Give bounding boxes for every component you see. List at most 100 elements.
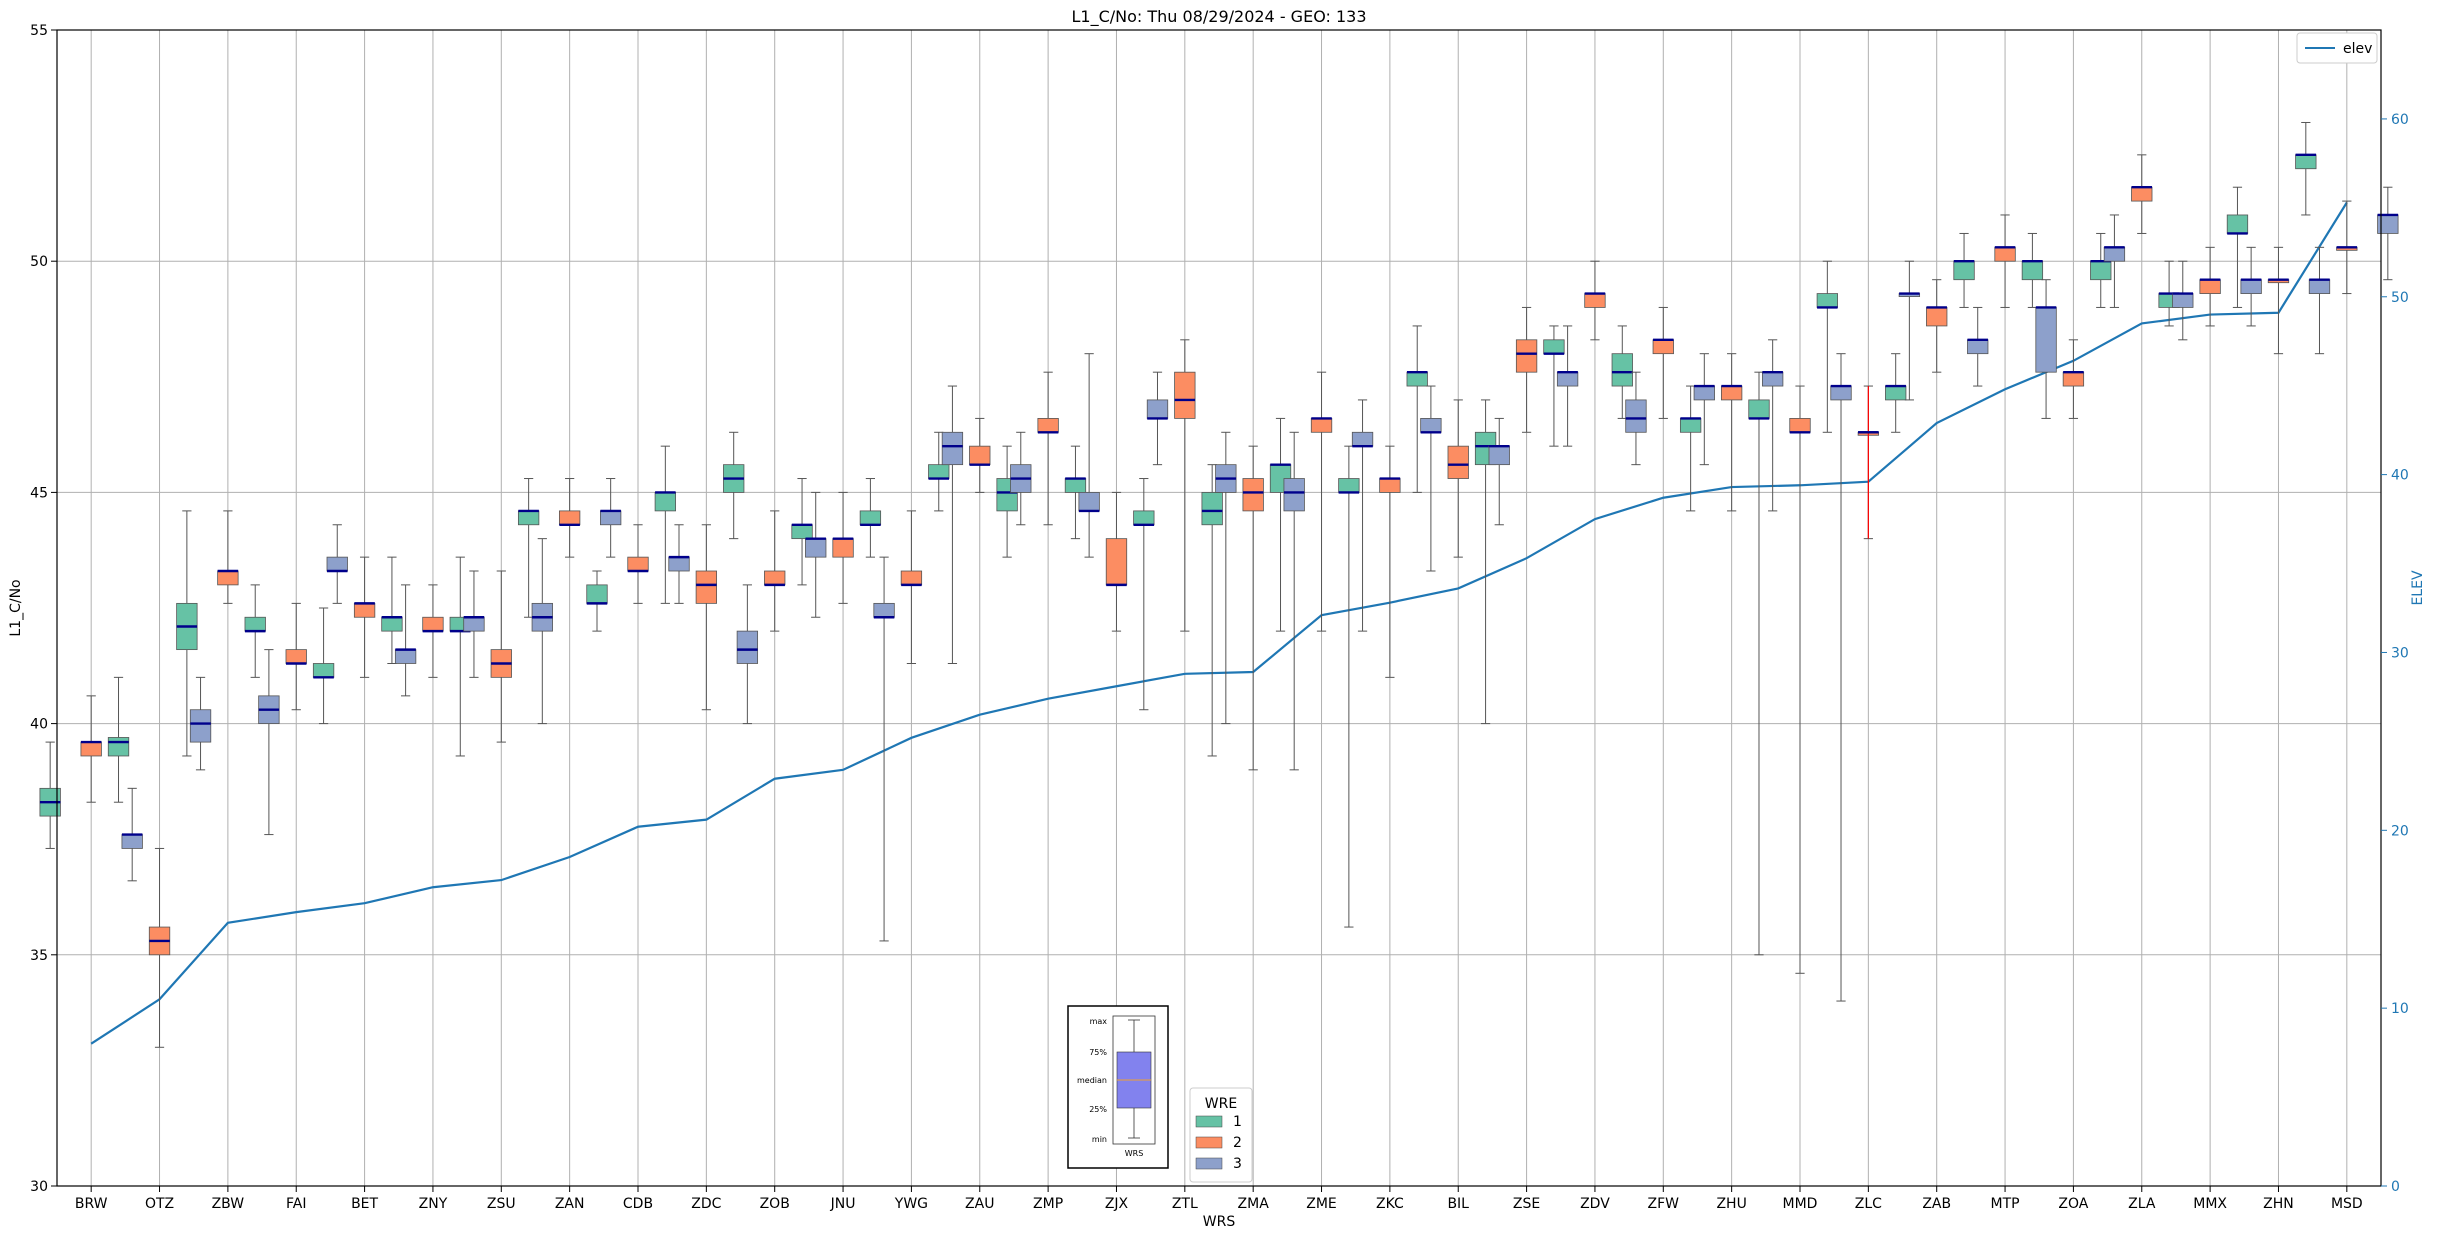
box-wre-3 — [1625, 399, 1647, 433]
wre-legend-swatch-1 — [1195, 1115, 1223, 1128]
key-label-q1: 25% — [1089, 1105, 1107, 1114]
wre-legend-swatch-2 — [1195, 1136, 1223, 1149]
box-wre-3 — [1351, 431, 1374, 447]
x-tick-label: BET — [351, 1196, 378, 1212]
x-tick-label: OTZ — [145, 1196, 174, 1212]
x-tick-label: ZME — [1306, 1196, 1337, 1212]
x-tick-label: JNU — [830, 1196, 856, 1212]
box-wre-2 — [969, 445, 991, 466]
y-axis-label: L1_C/No — [8, 579, 24, 636]
box-wre-1 — [107, 737, 130, 757]
box-wre-1 — [244, 616, 266, 632]
box-wre-1 — [859, 510, 882, 526]
box-wre-2 — [1515, 339, 1538, 373]
box-wre-1 — [2021, 260, 2044, 281]
box-wre-1 — [1543, 339, 1565, 355]
x-tick-label: ZTL — [1172, 1196, 1198, 1212]
box-wre-3 — [1146, 399, 1169, 419]
box-wre-1 — [1406, 371, 1428, 387]
x-tick-label: MMX — [2193, 1196, 2227, 1212]
y-tick-label: 40 — [30, 717, 48, 733]
box-wre-1 — [654, 491, 676, 512]
x-tick-label: ZNY — [419, 1196, 448, 1212]
box-wre-2 — [217, 570, 239, 586]
x-tick-label: MTP — [1991, 1196, 2020, 1212]
box-wre-3 — [805, 538, 827, 558]
y-tick-label: 30 — [30, 1179, 48, 1195]
key-label-median: median — [1077, 1076, 1107, 1085]
box-wre-3 — [1556, 371, 1579, 387]
x-tick-label: ZBW — [212, 1196, 245, 1212]
box-wre-3 — [736, 630, 759, 664]
box-wre-3 — [941, 431, 964, 466]
box-wre-1 — [2226, 214, 2249, 234]
boxplot-key-inset: max 75% median 25% min WRS — [1067, 1005, 1169, 1169]
x-tick-label: ZSU — [487, 1196, 516, 1212]
box-wre-2 — [1379, 478, 1401, 493]
box-wre-3 — [2172, 293, 2194, 308]
box-wre-1 — [1338, 478, 1360, 493]
y-right-tick-label: 10 — [2391, 1001, 2409, 1017]
y-right-tick-label: 50 — [2391, 290, 2409, 306]
box-wre-2 — [1105, 538, 1128, 586]
box-wre-3 — [2035, 307, 2057, 373]
box-wre-1 — [1953, 260, 1975, 281]
x-tick-label: ZAN — [555, 1196, 585, 1212]
box-wre-3 — [1488, 445, 1510, 466]
box-wre-1 — [1201, 491, 1223, 526]
box-wre-2 — [1789, 418, 1811, 433]
box-wre-2 — [2199, 279, 2221, 294]
box-wre-2 — [1447, 445, 1469, 479]
x-tick-label: ZOA — [2058, 1196, 2088, 1212]
x-tick-label: BIL — [1447, 1196, 1469, 1212]
box-wre-3 — [1420, 418, 1442, 433]
x-tick-label: ZOB — [760, 1196, 790, 1212]
box-wre-1 — [517, 510, 540, 526]
box-wre-2 — [2062, 371, 2085, 387]
box-wre-1 — [586, 584, 608, 604]
x-tick-label: ZKC — [1376, 1196, 1404, 1212]
x-tick-label: MSD — [2331, 1196, 2363, 1212]
box-wre-3 — [394, 649, 417, 664]
box-wre-1 — [1816, 293, 1838, 308]
y-tick-label: 55 — [30, 23, 48, 39]
x-tick-label: ZDV — [1580, 1196, 1610, 1212]
key-label-min: min — [1092, 1135, 1107, 1144]
chart-title: L1_C/No: Thu 08/29/2024 - GEO: 133 — [1071, 7, 1366, 27]
box-wre-1 — [1748, 399, 1770, 419]
key-label-q3: 75% — [1089, 1048, 1107, 1057]
box-wre-2 — [2131, 186, 2153, 202]
x-tick-label: FAI — [286, 1196, 306, 1212]
box-wre-3 — [2308, 279, 2331, 294]
box-wre-2 — [1584, 293, 1606, 308]
y-right-tick-label: 40 — [2391, 468, 2409, 484]
box-wre-2 — [1720, 385, 1743, 401]
box-wre-1 — [1679, 418, 1702, 433]
wre-legend-entry-3: 3 — [1233, 1156, 1242, 1172]
box-wre-2 — [627, 556, 649, 572]
box-wre-3 — [189, 709, 212, 743]
wre-legend-entry-2: 2 — [1233, 1135, 1242, 1151]
y-axis-right-ticks: 0 10 20 30 40 50 60 — [2381, 112, 2409, 1195]
box-wre-2 — [353, 602, 376, 618]
box-wre-2 — [900, 570, 923, 586]
box-wre-1 — [928, 464, 950, 479]
box-wre-2 — [1926, 307, 1948, 327]
x-axis-label: WRS — [1203, 1214, 1236, 1230]
box-wre-2 — [80, 741, 102, 757]
box-wre-2 — [1242, 478, 1264, 512]
wre-legend: WRE 1 2 3 — [1189, 1087, 1253, 1183]
box-groups — [39, 121, 2399, 1048]
box-wre-1 — [2090, 260, 2112, 281]
y-right-tick-label: 0 — [2391, 1179, 2400, 1195]
box-wre-2 — [1994, 246, 2016, 262]
y-right-tick-label: 60 — [2391, 112, 2409, 128]
x-tick-label: ZMA — [1238, 1196, 1270, 1212]
x-tick-label: ZFW — [1648, 1196, 1680, 1212]
x-tick-label: ZHN — [2263, 1196, 2294, 1212]
wre-legend-title: WRE — [1205, 1096, 1237, 1112]
box-wre-2 — [695, 570, 718, 604]
key-caption: WRS — [1125, 1149, 1144, 1158]
box-wre-2 — [1037, 418, 1059, 433]
